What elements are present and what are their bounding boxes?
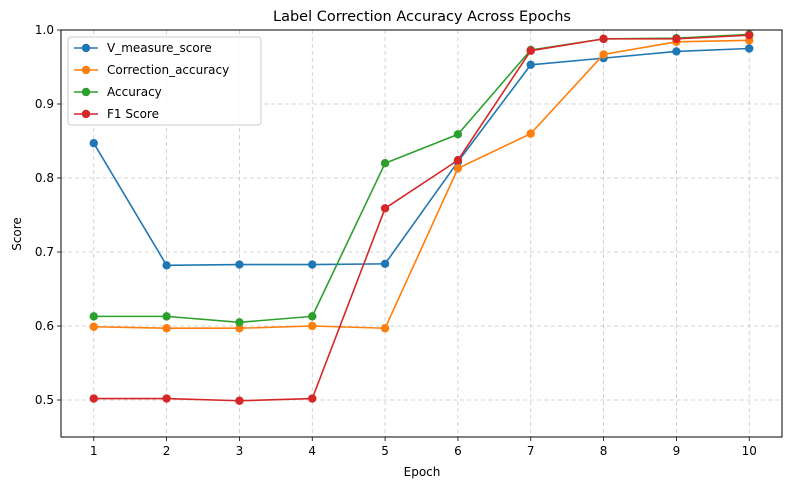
data-point xyxy=(745,44,754,53)
legend-swatch-marker xyxy=(81,87,91,97)
series-layer xyxy=(89,30,754,405)
data-point xyxy=(162,261,171,270)
data-point xyxy=(89,394,98,403)
legend-swatch-marker xyxy=(81,109,91,119)
y-tick-label: 0.9 xyxy=(35,97,54,111)
data-point xyxy=(453,156,463,165)
data-point xyxy=(526,60,535,69)
data-point xyxy=(308,260,317,269)
data-point xyxy=(235,318,244,327)
x-tick-label: 10 xyxy=(742,444,757,458)
series-line xyxy=(93,39,750,330)
data-point xyxy=(453,130,463,139)
y-tick-label: 0.5 xyxy=(35,393,54,407)
data-point xyxy=(380,324,390,333)
data-point xyxy=(672,47,681,56)
data-point xyxy=(308,394,317,403)
legend-label: Correction_accuracy xyxy=(107,63,229,77)
legend-item: V_measure_score xyxy=(74,41,212,55)
legend-label: F1 Score xyxy=(107,107,159,121)
data-point xyxy=(235,260,244,269)
data-point xyxy=(745,30,754,40)
x-tick-label: 7 xyxy=(527,444,535,458)
x-tick-label: 9 xyxy=(673,444,681,458)
x-tick-label: 3 xyxy=(236,444,244,458)
y-axis-label: Score xyxy=(10,217,24,251)
data-point xyxy=(672,34,681,44)
legend-item: Correction_accuracy xyxy=(74,63,229,77)
data-point xyxy=(380,259,390,269)
legend-item: F1 Score xyxy=(74,107,159,121)
data-point xyxy=(162,324,171,333)
x-axis-label: Epoch xyxy=(404,465,441,479)
x-tick-label: 2 xyxy=(163,444,171,458)
data-point xyxy=(162,394,171,403)
plot-frame xyxy=(60,29,783,438)
data-point xyxy=(308,321,317,331)
data-point xyxy=(526,129,535,138)
y-tick-label: 0.7 xyxy=(35,245,54,259)
series-line xyxy=(93,34,750,402)
data-point xyxy=(308,312,317,321)
series-f1-score xyxy=(89,30,754,405)
data-point xyxy=(453,164,463,173)
y-tick-label: 1.0 xyxy=(35,23,54,37)
chart-title: Label Correction Accuracy Across Epochs xyxy=(273,9,571,25)
y-tick-label: 0.6 xyxy=(35,319,54,333)
series-line xyxy=(93,47,750,267)
x-tick-label: 4 xyxy=(308,444,316,458)
data-point xyxy=(89,312,98,321)
x-tick-label: 6 xyxy=(454,444,462,458)
x-tick-label: 5 xyxy=(381,444,389,458)
data-point xyxy=(599,50,608,59)
x-tick-label: 1 xyxy=(90,444,98,458)
legend-label: V_measure_score xyxy=(107,41,212,55)
legend-box xyxy=(67,36,262,126)
data-point xyxy=(89,322,98,331)
legend: V_measure_score Correction_accuracy Accura… xyxy=(67,36,262,126)
data-point xyxy=(599,34,608,44)
data-point xyxy=(235,396,244,405)
y-tick-label: 0.8 xyxy=(35,171,54,185)
legend-label: Accuracy xyxy=(107,85,162,99)
legend-swatch-marker xyxy=(81,43,91,53)
data-point xyxy=(526,46,535,55)
data-point xyxy=(235,324,244,333)
series-v-measure-score xyxy=(89,44,754,270)
data-point xyxy=(162,312,171,321)
y-axis: 0.5 0.6 0.7 0.8 0.9 1.0 xyxy=(35,23,61,407)
data-point xyxy=(89,139,98,148)
x-tick-label: 8 xyxy=(600,444,608,458)
data-point xyxy=(380,159,390,168)
x-axis: 1 2 3 4 5 6 7 8 9 10 xyxy=(90,437,757,458)
data-point xyxy=(380,204,390,213)
legend-swatch-marker xyxy=(81,65,91,75)
legend-item: Accuracy xyxy=(74,85,162,99)
